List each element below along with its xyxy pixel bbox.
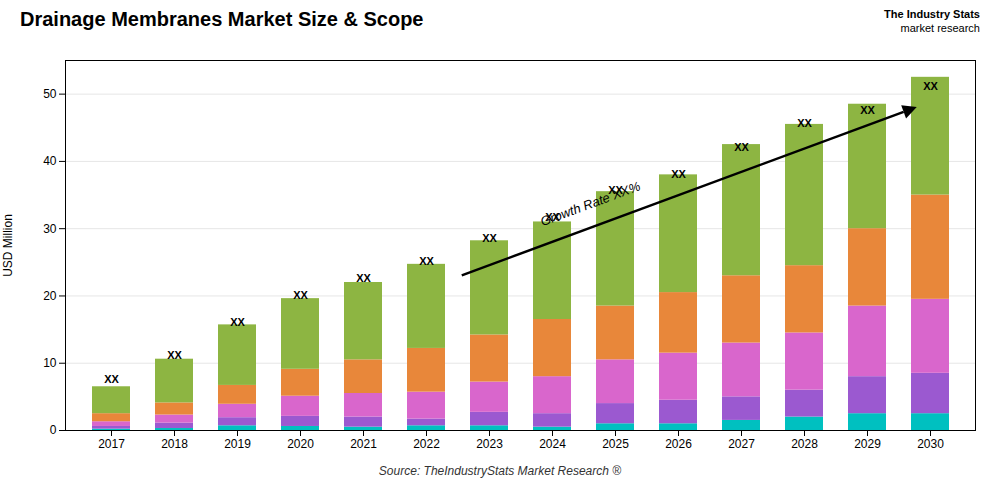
svg-text:40: 40 xyxy=(43,154,57,168)
svg-text:XX: XX xyxy=(230,316,245,328)
svg-text:2022: 2022 xyxy=(413,437,440,451)
svg-text:2024: 2024 xyxy=(539,437,566,451)
svg-text:2020: 2020 xyxy=(287,437,314,451)
svg-text:2029: 2029 xyxy=(854,437,881,451)
svg-text:Growth Rate XX%: Growth Rate XX% xyxy=(538,178,642,229)
svg-text:20: 20 xyxy=(43,289,57,303)
svg-text:XX: XX xyxy=(167,349,182,361)
svg-text:XX: XX xyxy=(923,80,938,92)
svg-text:2023: 2023 xyxy=(476,437,503,451)
html-text:The Industry Stats: The Industry Stats xyxy=(884,8,980,20)
svg-text:10: 10 xyxy=(43,356,57,370)
svg-text:XX: XX xyxy=(419,255,434,267)
svg-text:2026: 2026 xyxy=(665,437,692,451)
svg-text:2030: 2030 xyxy=(917,437,944,451)
svg-text:2019: 2019 xyxy=(224,437,251,451)
svg-text:2017: 2017 xyxy=(98,437,125,451)
html-text:Source: TheIndustryStats Marke: Source: TheIndustryStats Market Research… xyxy=(378,464,622,478)
html-text:market research: market research xyxy=(900,21,980,34)
svg-text:2021: 2021 xyxy=(350,437,377,451)
svg-text:2027: 2027 xyxy=(728,437,755,451)
svg-text:2028: 2028 xyxy=(791,437,818,451)
svg-text:XX: XX xyxy=(734,141,749,153)
svg-text:0: 0 xyxy=(50,423,57,437)
svg-text:2018: 2018 xyxy=(161,437,188,451)
svg-text:30: 30 xyxy=(43,222,57,236)
svg-text:XX: XX xyxy=(356,272,371,284)
svg-text:USD Million: USD Million xyxy=(1,214,15,277)
svg-text:2025: 2025 xyxy=(602,437,629,451)
html-text:Drainage Membranes Market Size: Drainage Membranes Market Size & Scope xyxy=(20,8,424,30)
svg-text:XX: XX xyxy=(797,117,812,129)
svg-text:XX: XX xyxy=(860,104,875,116)
svg-text:XX: XX xyxy=(104,373,119,385)
svg-text:XX: XX xyxy=(671,168,686,180)
svg-text:XX: XX xyxy=(482,232,497,244)
svg-text:XX: XX xyxy=(293,289,308,301)
svg-text:50: 50 xyxy=(43,87,57,101)
